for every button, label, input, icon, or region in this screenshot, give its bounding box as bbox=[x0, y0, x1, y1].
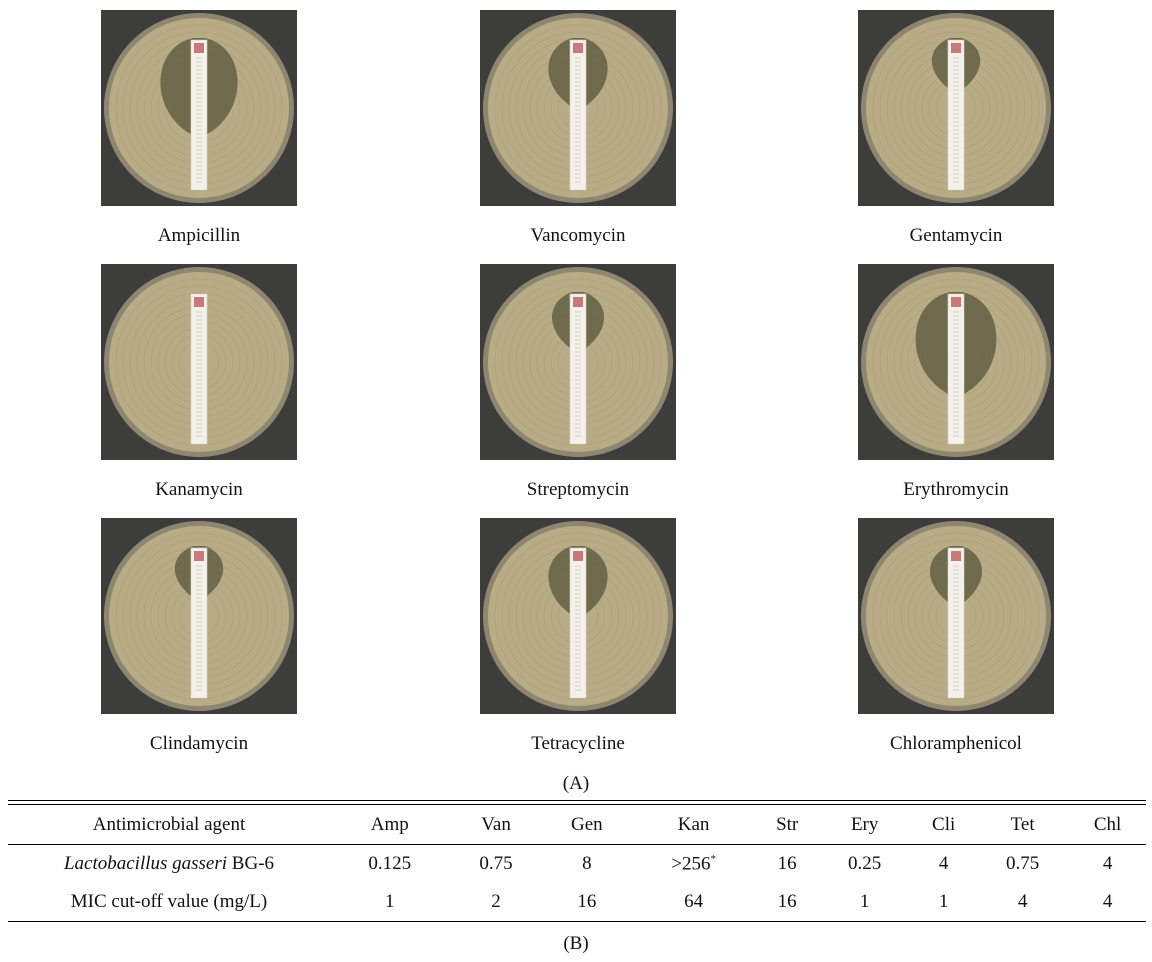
cutoff-row: MIC cut-off value (mg/L) 1 2 16 64 16 1 … bbox=[8, 883, 1146, 922]
strain-name: Lactobacillus gasseri BG-6 bbox=[8, 845, 330, 884]
strain-kan-value: >256 bbox=[671, 853, 711, 875]
strip-label-mark bbox=[951, 551, 961, 561]
strain-amp: 0.125 bbox=[368, 853, 412, 874]
header-kan: Kan bbox=[677, 814, 710, 835]
strain-tet: 0.75 bbox=[1006, 853, 1040, 874]
agar-plate-image bbox=[101, 264, 297, 460]
strain-cli: 4 bbox=[938, 853, 949, 874]
header-gen: Gen bbox=[570, 814, 603, 835]
strip-label-mark bbox=[194, 297, 204, 307]
strain-chl: 4 bbox=[1102, 853, 1113, 874]
cutoff-amp: 1 bbox=[385, 891, 395, 912]
strain-kan: >256* bbox=[631, 845, 756, 884]
plate-caption: Vancomycin bbox=[530, 225, 626, 246]
cutoff-chl: 4 bbox=[1102, 891, 1113, 912]
cutoff-van: 2 bbox=[491, 891, 501, 912]
table-header-row: Antimicrobial agent Amp Van Gen Kan Str … bbox=[8, 806, 1146, 845]
strip-label-mark bbox=[951, 297, 961, 307]
agar-plate-image bbox=[858, 518, 1054, 714]
cutoff-label: MIC cut-off value (mg/L) bbox=[70, 891, 268, 912]
etest-strip bbox=[947, 547, 965, 699]
strain-genus: Lactobacillus gasseri bbox=[63, 853, 228, 874]
header-van: Van bbox=[481, 814, 511, 835]
agar-plate-image bbox=[858, 10, 1054, 206]
cutoff-cli: 1 bbox=[938, 891, 949, 912]
plate-caption: Tetracycline bbox=[531, 733, 625, 754]
strip-label-mark bbox=[573, 43, 583, 53]
etest-strip bbox=[190, 39, 208, 191]
strip-label-mark bbox=[951, 43, 961, 53]
strain-id: BG-6 bbox=[231, 853, 275, 874]
strain-row: Lactobacillus gasseri BG-6 0.125 0.75 8 … bbox=[8, 844, 1146, 884]
header-cli: Cli bbox=[932, 814, 956, 835]
cutoff-ery: 1 bbox=[859, 891, 870, 912]
agar-plate-image bbox=[101, 518, 297, 714]
header-ery: Ery bbox=[850, 814, 879, 835]
agar-plate-image bbox=[480, 10, 676, 206]
strip-label-mark bbox=[194, 551, 204, 561]
strain-str: 16 bbox=[777, 853, 797, 874]
panel-b-label: (B) bbox=[563, 933, 589, 954]
header-chl: Chl bbox=[1093, 814, 1122, 835]
mic-table: Antimicrobial agent Amp Van Gen Kan Str … bbox=[8, 806, 1146, 922]
plate-caption: Streptomycin bbox=[526, 479, 630, 500]
kan-footnote-mark: * bbox=[710, 852, 716, 865]
strip-label-mark bbox=[194, 43, 204, 53]
header-amp: Amp bbox=[370, 814, 409, 835]
strip-label-mark bbox=[573, 551, 583, 561]
plate-caption: Kanamycin bbox=[155, 479, 243, 500]
etest-strip bbox=[190, 293, 208, 445]
etest-strip bbox=[947, 293, 965, 445]
etest-strip bbox=[947, 39, 965, 191]
strain-ery: 0.25 bbox=[848, 853, 882, 874]
cutoff-gen: 16 bbox=[577, 891, 597, 912]
table-top-rule-2 bbox=[8, 804, 1146, 805]
plate-caption: Ampicillin bbox=[157, 225, 241, 246]
etest-strip bbox=[569, 547, 587, 699]
strain-gen: 8 bbox=[582, 853, 592, 874]
etest-strip bbox=[190, 547, 208, 699]
strip-label-mark bbox=[573, 297, 583, 307]
cutoff-kan: 64 bbox=[684, 891, 704, 912]
header-agent: Antimicrobial agent bbox=[92, 814, 246, 835]
etest-strip bbox=[569, 293, 587, 445]
agar-plate-image bbox=[480, 518, 676, 714]
header-tet: Tet bbox=[1010, 814, 1035, 835]
panel-a-label: (A) bbox=[562, 773, 590, 794]
plate-caption: Clindamycin bbox=[149, 733, 249, 754]
plate-caption: Gentamycin bbox=[909, 225, 1003, 246]
plate-caption: Chloramphenicol bbox=[890, 733, 1022, 754]
etest-strip bbox=[569, 39, 587, 191]
cutoff-tet: 4 bbox=[1017, 891, 1028, 912]
strain-van: 0.75 bbox=[479, 853, 513, 874]
header-str: Str bbox=[776, 814, 799, 835]
agar-plate-image bbox=[858, 264, 1054, 460]
table-top-rule-1 bbox=[8, 800, 1146, 801]
plate-caption: Erythromycin bbox=[903, 479, 1009, 500]
agar-plate-image bbox=[480, 264, 676, 460]
cutoff-str: 16 bbox=[777, 891, 797, 912]
agar-plate-image bbox=[101, 10, 297, 206]
